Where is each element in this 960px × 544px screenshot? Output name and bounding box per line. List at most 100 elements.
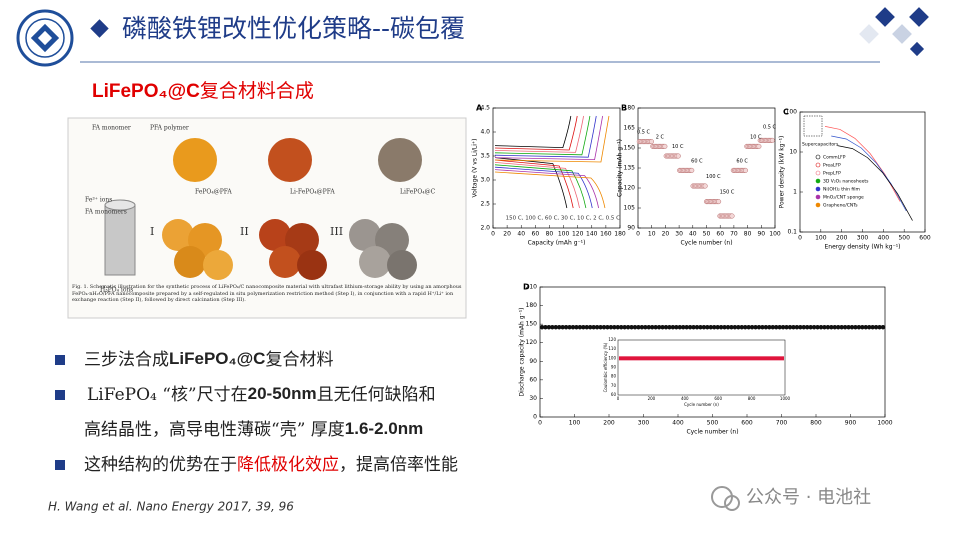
figure-label: Li-FePO₄@PFA	[290, 189, 335, 196]
x-tick-label: 800	[810, 420, 822, 427]
point	[860, 325, 865, 330]
curve	[837, 145, 913, 221]
y-tick-label: 150	[624, 145, 636, 152]
point	[725, 325, 731, 330]
x-tick-label: 140	[586, 231, 598, 238]
point	[760, 325, 765, 330]
legend-swatch	[815, 162, 821, 168]
bullet-marker	[55, 460, 65, 470]
point	[784, 325, 789, 330]
inset-x-tick-label: 400	[681, 396, 689, 401]
point	[853, 325, 858, 330]
curve	[494, 115, 578, 151]
figure-label: PFA polymer	[150, 125, 189, 132]
y-axis-label: Power density (kW kg⁻¹)	[779, 136, 786, 209]
x-tick-label: 600	[741, 420, 753, 427]
x-tick-label: 80	[546, 231, 554, 238]
curve	[494, 115, 572, 149]
x-tick-label: 700	[776, 420, 788, 427]
point	[601, 325, 607, 330]
point	[705, 325, 710, 330]
title: 磷酸铁锂改性优化策略--碳包覆	[122, 14, 465, 43]
point	[729, 325, 734, 330]
legend-swatch	[815, 170, 821, 176]
point	[574, 325, 579, 330]
point	[701, 325, 707, 330]
panel: A 0 20 40 60 80 100 120 140 160 180 2.0 2.5 3.0 3.5 4.0…	[472, 104, 626, 247]
point	[615, 325, 620, 330]
inset-frame	[617, 339, 786, 396]
y-tick-label: 0.1	[787, 229, 797, 236]
y-tick-label: 2.5	[480, 201, 490, 208]
point	[794, 325, 800, 330]
y-axis-label: Capacity (mAh g⁻¹)	[617, 139, 624, 197]
caption-box: Fig. 1. Schematic illustration for the s…	[72, 284, 462, 303]
point	[880, 325, 886, 330]
figure-label: FA monomer	[92, 125, 131, 132]
bullet-segment: LiFePO₄ “核”尺寸在	[87, 385, 248, 405]
point	[718, 325, 724, 330]
bullet-text: 高结晶性，高导电性薄碳“壳” 厚度1.6-2.0nm	[84, 419, 423, 439]
point	[691, 325, 696, 330]
y-tick-label: 30	[529, 395, 537, 402]
point	[625, 325, 631, 330]
panel-label: B	[621, 104, 627, 113]
inset-y-tick-label: 60	[611, 392, 617, 397]
point	[787, 325, 793, 330]
curve	[494, 159, 574, 209]
point	[756, 143, 762, 149]
point	[636, 325, 641, 330]
curve	[494, 166, 593, 209]
bullet-segment: 降低极化效应	[237, 455, 339, 475]
point	[675, 153, 681, 159]
point	[846, 325, 851, 330]
point	[570, 325, 576, 330]
bullet-segment: ，提高倍率性能	[339, 455, 458, 475]
point	[798, 325, 803, 330]
y-axis-label: Voltage (V vs Li/Li⁺)	[472, 139, 479, 198]
curve	[494, 164, 587, 209]
bullet-segment: 复合材料	[265, 350, 333, 370]
point	[742, 167, 748, 173]
point	[567, 325, 572, 330]
figure-caption: Fig. 1. Schematic illustration for the s…	[72, 284, 462, 303]
beaker	[104, 204, 136, 276]
x-tick-label: 400	[672, 420, 684, 427]
x-tick-label: 100	[769, 231, 781, 238]
point	[560, 325, 565, 330]
inset-y-label: Coulombic efficiency (%)	[603, 342, 608, 392]
point	[612, 325, 617, 330]
y-tick-label: 2.0	[480, 225, 490, 232]
figure-label: II	[240, 225, 249, 238]
data-note: 10 C	[750, 134, 762, 140]
point	[777, 325, 782, 330]
inset-y-tick-label: 100	[608, 355, 616, 360]
bullet-segment: 高结晶性，高导电性薄碳“壳” 厚度	[84, 420, 345, 440]
data-note: 60 C	[691, 158, 703, 164]
point	[584, 325, 589, 330]
point	[867, 325, 872, 330]
x-tick-label: 200	[836, 235, 848, 242]
point	[749, 325, 755, 330]
y-tick-label: 180	[624, 105, 636, 112]
point	[670, 325, 676, 330]
point	[836, 325, 841, 330]
point	[712, 325, 717, 330]
point	[743, 325, 748, 330]
x-tick-label: 500	[898, 235, 910, 242]
point	[753, 325, 758, 330]
bullet-segment: 20-50nm	[248, 384, 317, 403]
point	[780, 325, 786, 330]
curve	[494, 115, 591, 156]
point	[543, 325, 548, 330]
bullet-segment: 且无任何缺陷和	[317, 385, 436, 405]
legend-text: Graphene/CNTs	[823, 203, 858, 209]
point	[598, 325, 603, 330]
point	[722, 325, 727, 330]
x-tick-label: 500	[707, 420, 719, 427]
x-tick-label: 100	[815, 235, 827, 242]
point	[715, 325, 720, 330]
panel-label: D	[523, 283, 530, 292]
y-tick-label: 210	[526, 284, 538, 291]
data-note: 2 C	[656, 134, 665, 140]
